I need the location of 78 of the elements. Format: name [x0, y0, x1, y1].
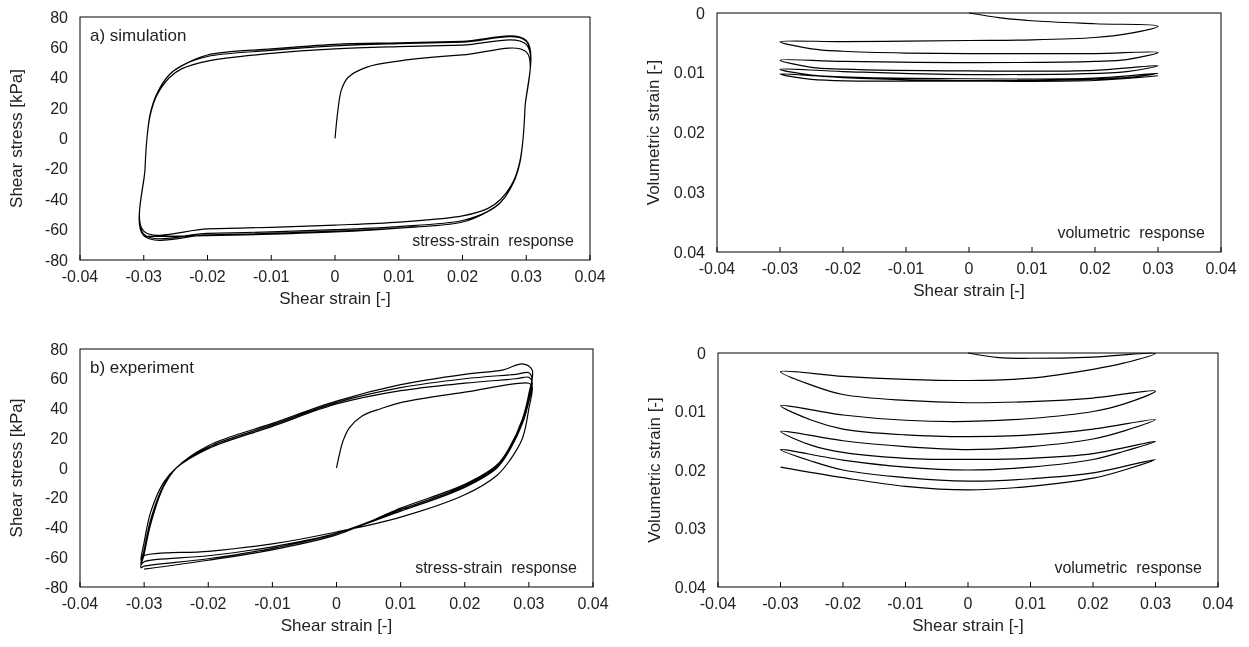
- x-tick-label: 0: [963, 595, 973, 612]
- x-axis-title: Shear strain [-]: [912, 616, 1024, 635]
- x-tick-label: -0.01: [887, 260, 925, 277]
- x-tick-label: -0.04: [61, 268, 99, 285]
- x-tick-label: -0.03: [125, 268, 163, 285]
- y-tick-label: 0.01: [673, 64, 706, 82]
- x-tick-label: 0.04: [1202, 595, 1234, 612]
- annotation: stress-strain response: [412, 232, 575, 249]
- x-tick-label: 0.02: [446, 268, 479, 285]
- y-tick-label: 0.04: [673, 243, 706, 261]
- annotation: b) experiment: [90, 358, 195, 377]
- y-axis-title: Shear stress [kPa]: [7, 398, 26, 538]
- x-tick-label: 0.04: [574, 268, 606, 285]
- x-tick-label: 0.03: [510, 268, 542, 285]
- y-tick-label: 80: [50, 8, 69, 26]
- annotation: stress-strain response: [415, 559, 578, 576]
- x-axis-title: Shear strain [-]: [913, 281, 1025, 300]
- x-tick-label: -0.01: [253, 268, 290, 285]
- x-tick-label: 0.03: [1142, 260, 1174, 277]
- y-tick-label: 0: [59, 130, 69, 148]
- x-tick-label: 0.04: [577, 595, 609, 612]
- x-tick-label: 0.01: [1016, 260, 1048, 277]
- y-tick-label: 0.03: [674, 520, 707, 538]
- x-tick-label: 0.02: [1077, 595, 1109, 612]
- y-tick-label: 0.04: [674, 578, 707, 596]
- y-tick-label: 0: [697, 344, 707, 362]
- y-tick-label: 0.03: [673, 183, 706, 201]
- y-tick-label: 40: [50, 400, 69, 418]
- y-tick-label: 80: [50, 340, 69, 358]
- y-tick-label: -40: [44, 519, 69, 537]
- x-tick-label: 0.01: [1014, 595, 1047, 612]
- y-tick-label: -80: [44, 578, 69, 596]
- y-tick-label: 0.01: [674, 403, 707, 421]
- y-tick-label: 20: [50, 99, 69, 117]
- annotation: volumetric response: [1054, 559, 1203, 576]
- y-tick-label: -20: [44, 489, 69, 507]
- x-tick-label: -0.04: [699, 595, 737, 612]
- y-tick-label: -40: [44, 190, 69, 208]
- x-tick-label: -0.02: [190, 595, 227, 612]
- x-tick-label: -0.04: [698, 260, 736, 277]
- x-tick-label: -0.02: [824, 595, 862, 612]
- x-tick-label: 0.02: [1079, 260, 1111, 277]
- x-tick-label: -0.01: [887, 595, 924, 612]
- x-tick-label: -0.03: [762, 595, 799, 612]
- y-tick-label: 60: [50, 370, 69, 388]
- x-axis-title: Shear strain [-]: [280, 616, 393, 635]
- x-tick-label: 0.01: [385, 595, 417, 612]
- y-tick-label: -20: [44, 160, 69, 178]
- y-tick-label: -60: [44, 221, 69, 239]
- x-tick-label: -0.02: [824, 260, 862, 277]
- y-tick-label: 0.02: [674, 461, 707, 479]
- x-tick-label: -0.01: [254, 595, 291, 612]
- y-tick-label: 0: [59, 459, 69, 477]
- y-tick-label: 0.02: [673, 124, 706, 142]
- y-tick-label: 20: [50, 429, 69, 447]
- annotation: a) simulation: [90, 26, 187, 45]
- annotation: volumetric response: [1057, 224, 1206, 241]
- y-tick-label: 60: [50, 38, 69, 56]
- y-axis-title: Shear stress [kPa]: [7, 69, 26, 208]
- x-tick-label: 0: [330, 268, 340, 285]
- y-axis-title: Volumetric strain [-]: [644, 59, 663, 206]
- x-tick-label: 0: [964, 260, 974, 277]
- y-tick-label: 0: [696, 4, 706, 22]
- x-tick-label: 0: [332, 595, 342, 612]
- x-tick-label: -0.03: [125, 595, 163, 612]
- x-tick-label: -0.04: [61, 595, 99, 612]
- x-axis-title: Shear strain [-]: [279, 289, 391, 308]
- x-tick-label: 0.01: [383, 268, 415, 285]
- x-tick-label: 0.02: [449, 595, 481, 612]
- x-tick-label: 0.03: [1139, 595, 1172, 612]
- y-tick-label: -60: [44, 548, 69, 566]
- x-tick-label: -0.03: [761, 260, 799, 277]
- y-tick-label: -80: [44, 251, 69, 269]
- y-axis-title: Volumetric strain [-]: [645, 397, 664, 543]
- x-tick-label: 0.03: [513, 595, 545, 612]
- x-tick-label: 0.04: [1205, 260, 1237, 277]
- x-tick-label: -0.02: [189, 268, 226, 285]
- y-tick-label: 40: [50, 69, 69, 87]
